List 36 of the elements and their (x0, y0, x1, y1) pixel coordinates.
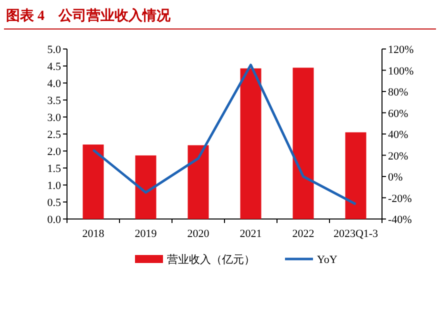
y-tick-label: 0.0 (47, 214, 62, 226)
y-tick-label: 0.5 (47, 197, 62, 209)
y2-tick-label: 100% (388, 65, 414, 78)
x-tick-label: 2019 (134, 228, 158, 240)
y2-tick-label: 120% (388, 44, 414, 56)
bar (82, 144, 104, 219)
legend-label: YoY (317, 254, 338, 266)
x-tick-label: 2022 (292, 228, 314, 240)
y-tick-label: 2.0 (47, 146, 62, 158)
line-series (92, 64, 357, 206)
y2-tick-label: 0% (388, 172, 403, 184)
x-tick-label: 2018 (82, 228, 105, 240)
y2-tick-label: 40% (388, 129, 408, 141)
bar (188, 145, 209, 219)
x-tick-label: 2021 (240, 228, 262, 240)
y-tick-label: 4.5 (47, 61, 62, 73)
y-tick-label: 4.0 (47, 78, 62, 90)
y-tick-label: 2.5 (47, 129, 62, 141)
y-tick-label: 3.5 (47, 95, 62, 107)
y-tick-label: 3.0 (47, 112, 62, 124)
y2-tick-label: -40% (388, 214, 412, 226)
x-tick-label: 2023Q1-3 (333, 228, 379, 240)
y2-tick-label: 20% (388, 150, 408, 162)
y2-tick-label: 60% (388, 108, 408, 120)
chart-title: 图表 4 公司营业收入情况 (6, 8, 172, 24)
y-tick-label: 1.5 (47, 163, 62, 175)
bar (240, 68, 262, 219)
bar (292, 68, 314, 219)
bar (135, 155, 156, 219)
legend-label: 营业收入（亿元） (167, 253, 255, 266)
y2-tick-label: -20% (388, 192, 412, 205)
y-tick-label: 1.0 (47, 180, 62, 192)
bar (345, 132, 366, 219)
y2-tick-label: 80% (388, 86, 408, 98)
y-tick-label: 5.0 (47, 44, 62, 56)
x-tick-label: 2020 (187, 228, 210, 240)
